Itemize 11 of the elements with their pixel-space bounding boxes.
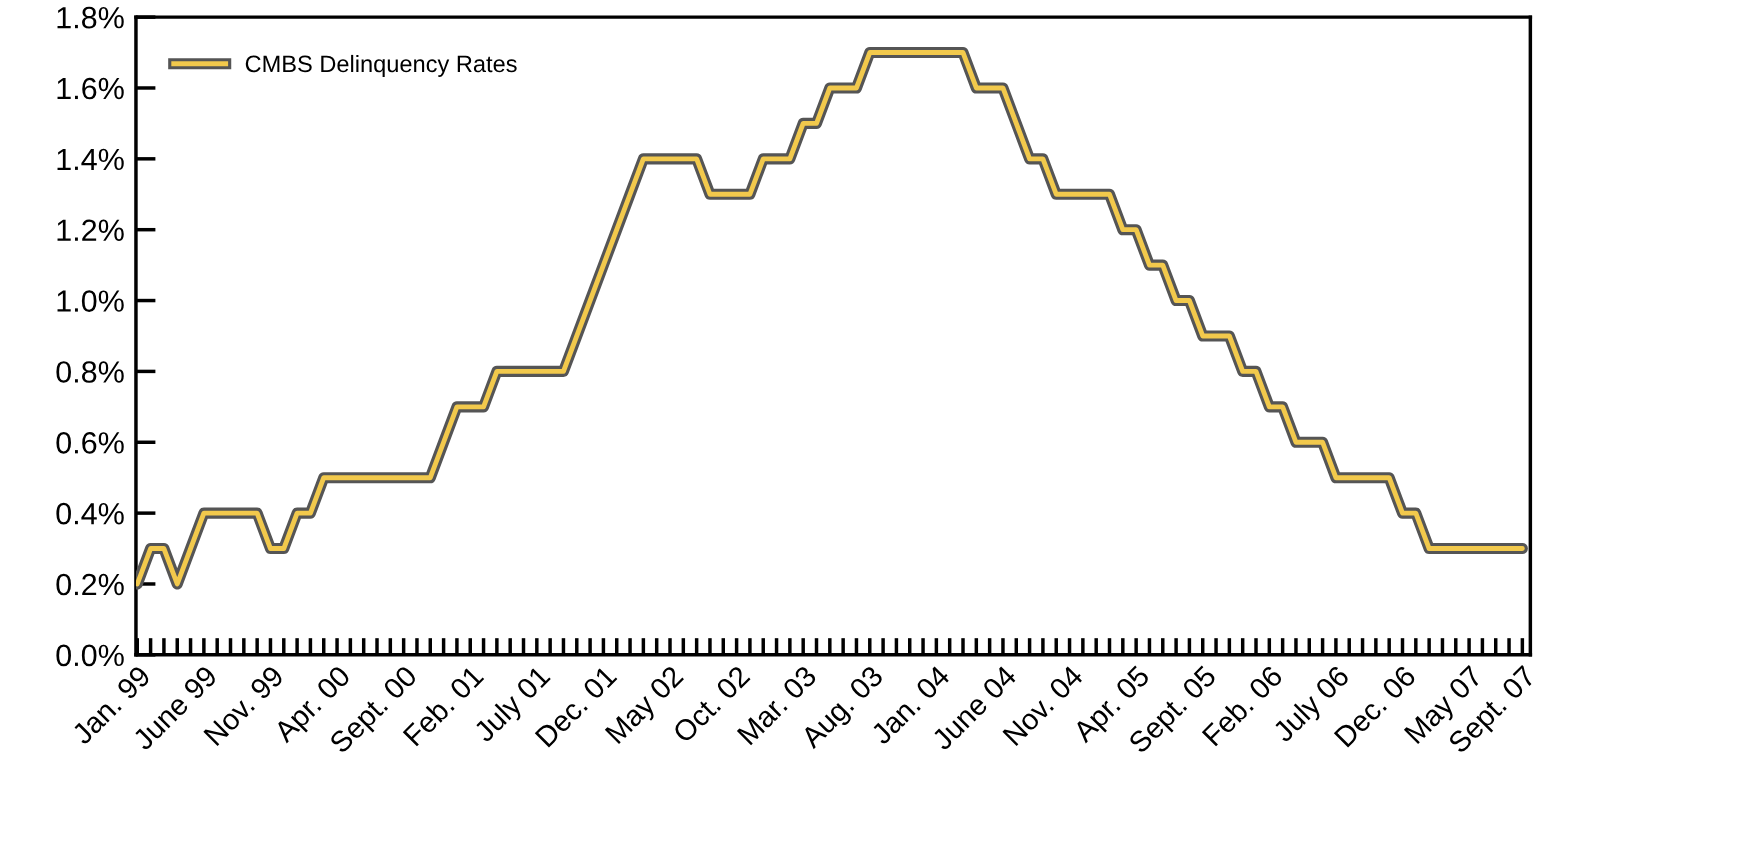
y-tick-label: 0.6% bbox=[56, 432, 124, 454]
legend-label: CMBS Delinquency Rates bbox=[245, 54, 517, 77]
y-tick-label: 1.4% bbox=[57, 148, 124, 171]
y-tick-label: 0.4% bbox=[56, 502, 124, 525]
y-tick-label: 1.8% bbox=[57, 6, 124, 29]
y-tick-label: 1.6% bbox=[57, 77, 124, 100]
y-tick-label: 1.2% bbox=[57, 219, 124, 241]
y-tick-label: 0.0% bbox=[56, 644, 124, 667]
y-tick-label: 1.0% bbox=[57, 290, 124, 312]
y-tick-label: 0.8% bbox=[56, 361, 124, 383]
y-tick-label: 0.2% bbox=[56, 573, 124, 596]
